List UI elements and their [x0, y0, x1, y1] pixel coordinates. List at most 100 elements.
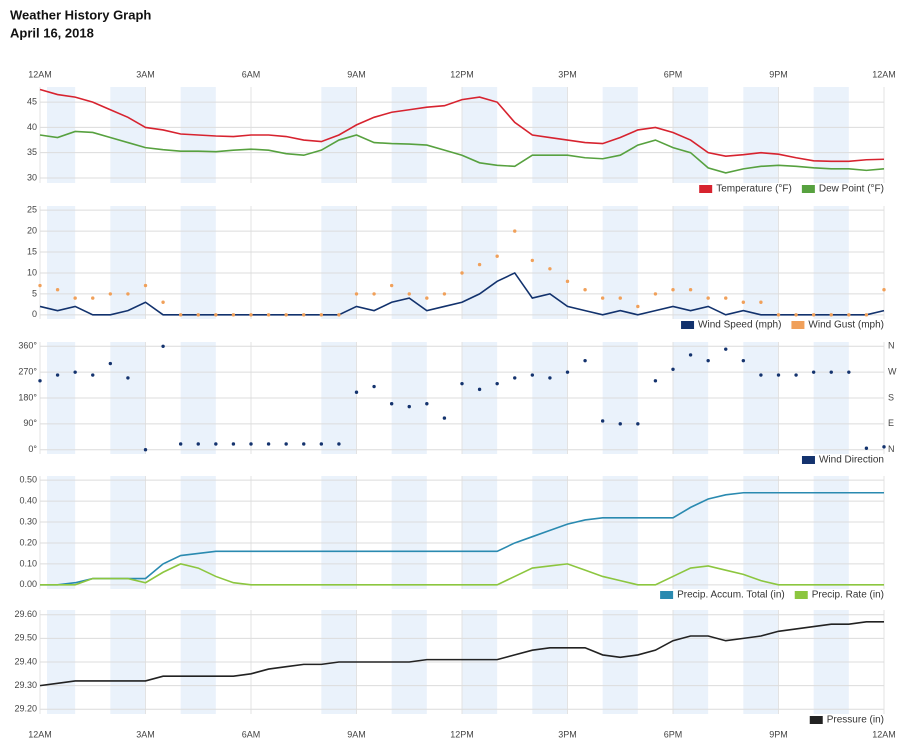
night-band [391, 206, 427, 319]
y-tick-label: 45 [27, 97, 37, 107]
page-date: April 16, 2018 [10, 25, 94, 40]
y-tick-label: 0.00 [19, 579, 37, 589]
night-band [462, 87, 498, 183]
night-band [813, 87, 849, 183]
y-tick-label: 90° [23, 418, 37, 428]
data-dot [829, 313, 833, 317]
y-tick-label: 360° [18, 341, 37, 351]
data-dot [565, 370, 570, 374]
data-dot [284, 442, 288, 446]
data-dot [231, 313, 236, 317]
x-tick-label: 3PM [558, 69, 577, 79]
data-dot [55, 288, 60, 292]
data-dot [143, 283, 148, 288]
data-dot [214, 313, 218, 317]
data-dot [161, 300, 165, 304]
data-dot [55, 373, 60, 377]
night-band [180, 476, 216, 589]
data-dot [724, 347, 728, 351]
legend-label: Wind Speed (mph) [698, 320, 781, 331]
data-dot [143, 447, 148, 452]
legend-label: Precip. Rate (in) [812, 590, 884, 601]
y-tick-label: 0° [28, 444, 37, 454]
data-dot [548, 376, 552, 380]
x-tick-label: 12PM [450, 729, 474, 739]
data-dot [178, 442, 183, 446]
data-dot [249, 313, 253, 317]
y-tick-label: 0.30 [19, 516, 37, 526]
data-dot [811, 370, 816, 374]
data-dot [776, 373, 781, 377]
x-tick-label: 6AM [242, 729, 261, 739]
data-dot [214, 442, 218, 446]
data-dot [337, 442, 341, 446]
data-dot [196, 313, 200, 317]
data-dot [600, 296, 605, 300]
data-dot [653, 379, 658, 383]
data-dot [477, 262, 482, 267]
night-band [321, 476, 357, 589]
data-dot [319, 313, 324, 317]
night-band [602, 476, 638, 589]
legend-label: Wind Gust (mph) [808, 320, 884, 331]
y-tick-label: 0.50 [19, 475, 37, 485]
data-dot [91, 373, 95, 377]
night-band [673, 206, 709, 319]
legend-swatch [791, 321, 805, 329]
night-band [47, 476, 76, 589]
legend-swatch [681, 321, 695, 329]
legend-swatch [801, 185, 815, 193]
data-dot [38, 379, 42, 383]
y-tick-label: 29.30 [14, 680, 37, 690]
y-tick-label: 30 [27, 172, 37, 182]
data-dot [372, 384, 376, 389]
data-dot [759, 373, 763, 377]
data-dot [73, 296, 77, 300]
data-dot [389, 402, 394, 406]
data-dot [688, 353, 693, 357]
y-tick-label: 270° [18, 367, 37, 377]
data-dot [495, 254, 499, 258]
x-tick-label: 3AM [136, 729, 155, 739]
legend-label: Pressure (in) [827, 715, 884, 726]
data-dot [266, 442, 271, 446]
y2-tick-label: E [888, 418, 894, 428]
night-band [391, 476, 427, 589]
data-dot [442, 292, 447, 296]
night-band [110, 476, 146, 589]
data-dot [284, 313, 288, 317]
legend-swatch [660, 591, 674, 599]
data-dot [38, 283, 42, 288]
series-line [39, 130, 885, 174]
data-dot [460, 271, 464, 275]
data-dot [600, 419, 605, 423]
y-tick-label: 10 [27, 267, 37, 277]
x-tick-label: 12AM [872, 729, 896, 739]
x-tick-label: 12AM [872, 69, 896, 79]
page-title: Weather History Graph [10, 7, 151, 22]
data-dot [407, 292, 411, 296]
data-dot [794, 373, 798, 377]
y-tick-label: 29.60 [14, 609, 37, 619]
legend-label: Temperature (°F) [716, 184, 792, 195]
night-band [321, 206, 357, 319]
night-band [813, 206, 849, 319]
data-dot [108, 361, 113, 366]
x-tick-label: 9AM [347, 729, 366, 739]
data-dot [425, 296, 429, 300]
data-dot [741, 300, 746, 304]
data-dot [354, 390, 359, 394]
y-tick-label: 0 [32, 309, 37, 319]
x-tick-label: 9PM [769, 69, 788, 79]
data-dot [741, 358, 746, 363]
x-tick-label: 12AM [28, 729, 52, 739]
legend-label: Precip. Accum. Total (in) [677, 590, 785, 601]
y-tick-label: 29.50 [14, 633, 37, 643]
legend-swatch [794, 591, 808, 599]
series-line [39, 621, 884, 687]
data-dot [249, 442, 253, 446]
data-dot [389, 283, 394, 288]
data-dot [513, 376, 517, 380]
data-dot [847, 313, 851, 317]
